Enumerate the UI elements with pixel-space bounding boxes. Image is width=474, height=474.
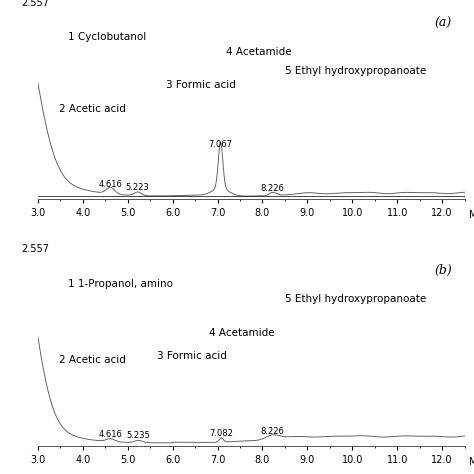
Text: (b): (b) bbox=[434, 264, 452, 276]
Text: 3 Formic acid: 3 Formic acid bbox=[157, 351, 227, 361]
Text: 8.226: 8.226 bbox=[261, 183, 284, 192]
Text: 7.067: 7.067 bbox=[209, 139, 233, 148]
Text: 3 Formic acid: 3 Formic acid bbox=[166, 80, 236, 90]
Text: 2 Acetic acid: 2 Acetic acid bbox=[59, 104, 126, 114]
Text: (a): (a) bbox=[435, 17, 452, 30]
Text: Min: Min bbox=[469, 210, 474, 220]
Text: 5.223: 5.223 bbox=[126, 183, 150, 192]
Text: 1 Cyclobutanol: 1 Cyclobutanol bbox=[68, 32, 146, 42]
Text: 5.235: 5.235 bbox=[127, 431, 150, 440]
Text: 4 Acetamide: 4 Acetamide bbox=[226, 47, 291, 57]
Text: 4 Acetamide: 4 Acetamide bbox=[209, 328, 274, 338]
Text: 2.557: 2.557 bbox=[21, 244, 49, 254]
Text: 7.082: 7.082 bbox=[210, 429, 233, 438]
Text: 2 Acetic acid: 2 Acetic acid bbox=[59, 355, 126, 365]
Text: 4.616: 4.616 bbox=[99, 430, 122, 439]
Text: 4.616: 4.616 bbox=[99, 180, 122, 189]
Text: 1 1-Propanol, amino: 1 1-Propanol, amino bbox=[68, 279, 173, 289]
Text: Min: Min bbox=[469, 457, 474, 467]
Text: 8.226: 8.226 bbox=[261, 427, 284, 436]
Text: 5 Ethyl hydroxypropanoate: 5 Ethyl hydroxypropanoate bbox=[285, 294, 427, 304]
Text: 2.557: 2.557 bbox=[21, 0, 49, 8]
Text: 5 Ethyl hydroxypropanoate: 5 Ethyl hydroxypropanoate bbox=[285, 66, 427, 76]
